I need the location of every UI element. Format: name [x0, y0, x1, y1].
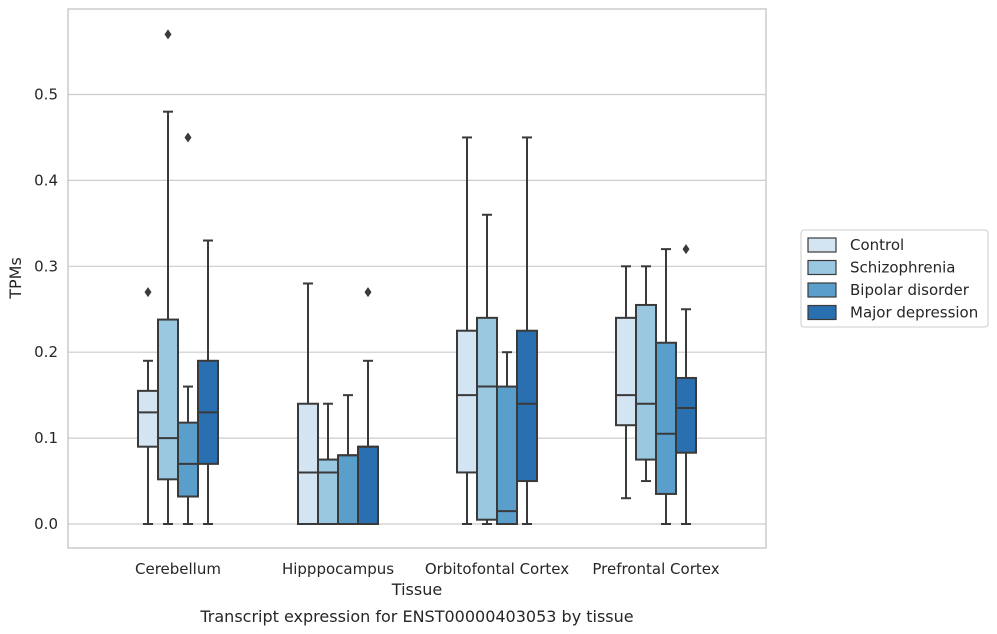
box-schizophrenia: [317, 402, 339, 526]
box-major-depression: [357, 287, 379, 525]
x-tick-labels: Cerebellum Hipppocampus Orbitofontal Corte…: [135, 560, 720, 578]
box-iqr: [157, 318, 179, 481]
box-major-depression: [516, 136, 538, 525]
box-iqr: [615, 316, 637, 427]
legend-swatch: [807, 304, 837, 321]
legend-label: Bipolar disorder: [850, 281, 970, 299]
box-control: [456, 136, 478, 525]
y-tick-label: 0.3: [34, 257, 58, 275]
box-bipolar-disorder: [496, 351, 518, 525]
legend-swatch: [807, 259, 837, 276]
box-major-depression: [197, 239, 219, 525]
x-tick-label: Prefrontal Cortex: [592, 560, 719, 578]
legend-label: Schizophrenia: [850, 259, 955, 277]
x-axis-label: Tissue: [391, 580, 442, 599]
box-bipolar-disorder: [177, 132, 199, 525]
box-control: [137, 287, 159, 525]
legend: Control Schizophrenia Bipolar disorder Majo…: [800, 229, 989, 328]
box-iqr: [297, 402, 319, 525]
legend-swatch: [807, 282, 837, 298]
box-major-depression: [675, 244, 697, 525]
outlier-point: [144, 287, 152, 298]
legend-frame: [800, 229, 989, 328]
y-tick-label: 0.2: [34, 343, 58, 361]
y-tick-labels: 0.0 0.1 0.2 0.3 0.4 0.5: [34, 86, 58, 534]
y-tick-label: 0.4: [34, 171, 58, 189]
outlier-point: [682, 244, 690, 255]
legend-label: Control: [850, 236, 904, 254]
box-iqr: [357, 445, 379, 525]
outlier-point: [184, 132, 192, 143]
y-tick-label: 0.5: [34, 86, 58, 104]
box-iqr: [137, 389, 159, 448]
legend-items: Control Schizophrenia Bipolar disorder Majo…: [807, 236, 978, 322]
x-tick-label: Orbitofontal Cortex: [425, 560, 569, 578]
chart-caption: Transcript expression for ENST0000040305…: [199, 607, 633, 626]
box-schizophrenia: [157, 29, 179, 525]
box-iqr: [476, 316, 498, 521]
y-axis-label: TPMs: [6, 257, 25, 300]
x-tick-label: Hipppocampus: [282, 560, 394, 578]
box-iqr: [675, 376, 697, 454]
legend-swatch: [807, 237, 837, 253]
box-iqr: [496, 385, 518, 525]
plot-frame: [67, 8, 767, 549]
box-schizophrenia: [635, 265, 657, 483]
y-tick-label: 0.1: [34, 429, 58, 447]
box-control: [297, 282, 319, 525]
box-iqr: [516, 329, 538, 483]
box-iqr: [177, 421, 199, 498]
box-iqr: [317, 458, 339, 526]
box-bipolar-disorder: [337, 394, 359, 525]
box-schizophrenia: [476, 213, 498, 525]
box-bipolar-disorder: [655, 248, 677, 525]
box-iqr: [655, 341, 677, 495]
box-iqr: [456, 329, 478, 474]
box-iqr: [635, 303, 657, 461]
legend-label: Major depression: [850, 304, 978, 322]
box-control: [615, 265, 637, 500]
boxes-layer: [137, 29, 697, 526]
box-iqr: [337, 454, 359, 525]
x-tick-label: Cerebellum: [135, 560, 221, 578]
outlier-point: [164, 29, 172, 40]
y-tick-label: 0.0: [34, 515, 58, 533]
outlier-point: [364, 287, 372, 298]
